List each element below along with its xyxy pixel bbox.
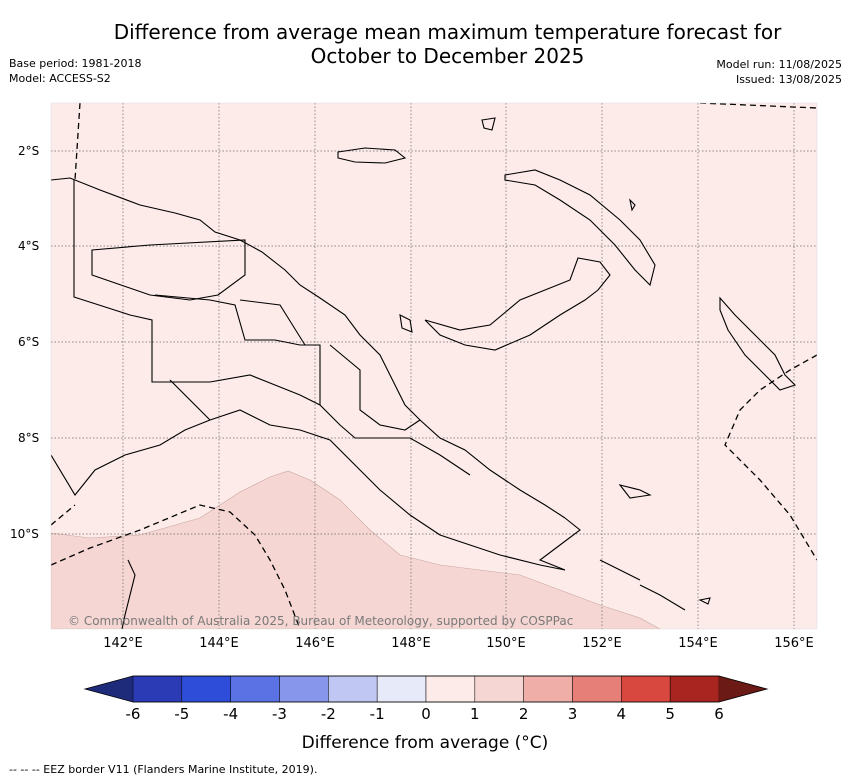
colorbar-tick-label: -1 [369,705,385,723]
colorbar-cell [474,675,524,703]
colorbar-cell [425,675,476,703]
colorbar-cell [181,675,231,703]
colorbar-cell [621,675,671,703]
colorbar-cells [132,675,720,703]
colorbar-tick-label: 0 [421,705,431,723]
copyright-notice: © Commonwealth of Australia 2025, Bureau… [68,614,574,628]
gridlines [51,103,817,629]
colorbar-cell [572,675,622,703]
colorbar-arrow-low [85,676,133,702]
lon-label-154e: 154°E [678,636,718,651]
colorbar-cell [132,675,183,703]
colorbar-cell [328,675,378,703]
colorbar-cell [376,675,427,703]
colorbar-tick-label: -5 [174,705,190,723]
lon-label-142e: 142°E [103,636,143,651]
colorbar-cell [669,675,720,703]
base-period: Base period: 1981-2018 [9,57,142,70]
model-run: Model run: 11/08/2025 [716,58,842,71]
colorbar-label: Difference from average (°C) [301,733,549,753]
colorbar-tick-label: 5 [665,705,675,723]
issued-date: Issued: 13/08/2025 [735,73,842,86]
colorbar-tick-label: 2 [518,705,529,723]
colorbar-tick-label: -6 [125,705,141,723]
lon-label-144e: 144°E [199,636,239,651]
lat-label-2s: 2°S [18,144,40,158]
lon-label-148e: 148°E [391,636,431,651]
lat-label-6s: 6°S [18,335,40,349]
colorbar-tick-label: -2 [320,705,336,723]
model-name: Model: ACCESS-S2 [9,72,111,85]
lat-label-10s: 10°S [10,527,39,541]
colorbar-tick-label: 3 [567,705,578,723]
eez-borders [51,103,817,629]
colorbar-tick-label: 1 [470,705,480,723]
lat-label-4s: 4°S [18,239,40,253]
map-area [51,103,817,629]
colorbar-tick-label: -3 [272,705,287,723]
coastlines [51,117,797,629]
footnote: -- -- -- EEZ border V11 (Flanders Marine… [9,763,318,776]
title-line-2: October to December 2025 [310,44,585,68]
title-line-1: Difference from average mean maximum tem… [113,20,782,44]
lon-label-152e: 152°E [582,636,622,651]
colorbar [83,675,769,703]
colorbar-tick-label: -4 [223,705,239,723]
colorbar-cell [523,675,573,703]
colorbar-tick-label: 4 [616,705,627,723]
chart-title: Difference from average mean maximum tem… [50,20,845,68]
colorbar-tick-label: 6 [714,705,724,723]
colorbar-cell [279,675,329,703]
anomaly-region-1-2 [51,470,661,629]
colorbar-arrow-high [719,676,767,702]
meta-left: Base period: 1981-2018 Model: ACCESS-S2 [9,56,141,86]
colorbar-cell [230,675,280,703]
lon-label-146e: 146°E [295,636,335,651]
lat-label-8s: 8°S [18,431,40,445]
lon-label-156e: 156°E [774,636,814,651]
meta-right: Model run: 11/08/2025 Issued: 13/08/2025 [716,57,842,87]
lon-label-150e: 150°E [486,636,526,651]
